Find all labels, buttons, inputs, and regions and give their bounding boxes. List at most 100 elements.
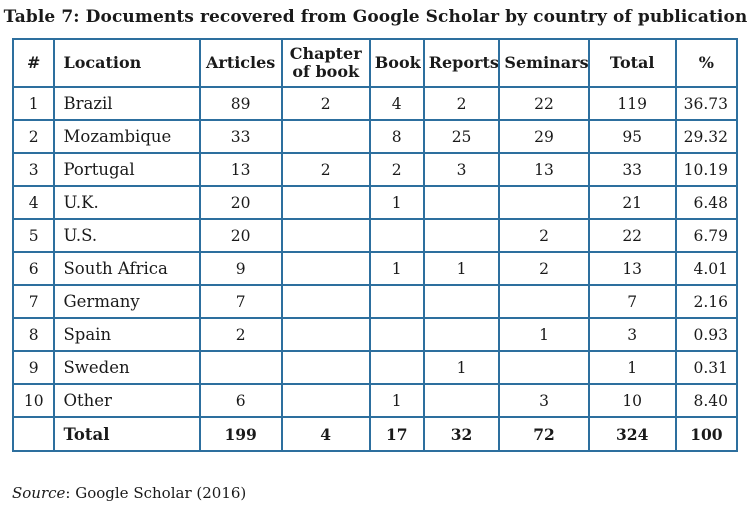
header-chapter-line2: of book — [292, 62, 360, 81]
header-percent: % — [674, 38, 739, 88]
cell-total: 7 — [587, 284, 677, 319]
header-total: Total — [587, 38, 677, 88]
cell-reports — [422, 317, 501, 352]
cell-seminars: 22 — [498, 86, 590, 121]
documents-table: # Location Articles Chapter of book Book… — [11, 38, 739, 452]
cell-book: 1 — [368, 185, 425, 220]
cell-chapter — [280, 317, 371, 352]
totals-chapter: 4 — [280, 416, 371, 452]
cell-num: 4 — [11, 185, 56, 220]
cell-chapter — [280, 218, 371, 253]
cell-articles: 20 — [198, 218, 283, 253]
cell-num: 5 — [11, 218, 56, 253]
table-row: 10 Other 6 1 3 10 8.40 — [11, 383, 739, 418]
header-seminars: Seminars — [498, 38, 590, 88]
cell-chapter — [280, 383, 371, 418]
cell-book — [368, 350, 425, 385]
cell-location: Other — [53, 383, 201, 418]
cell-percent: 8.40 — [674, 383, 739, 418]
cell-chapter — [280, 119, 371, 154]
cell-total: 22 — [587, 218, 677, 253]
cell-reports — [422, 284, 501, 319]
cell-reports: 3 — [422, 152, 501, 187]
cell-chapter — [280, 350, 371, 385]
cell-articles: 13 — [198, 152, 283, 187]
header-articles: Articles — [198, 38, 283, 88]
table-row: 2 Mozambique 33 8 25 29 95 29.32 — [11, 119, 739, 154]
cell-percent: 4.01 — [674, 251, 739, 286]
cell-chapter — [280, 251, 371, 286]
cell-reports: 2 — [422, 86, 501, 121]
cell-location: Sweden — [53, 350, 201, 385]
totals-reports: 32 — [422, 416, 501, 452]
cell-num: 3 — [11, 152, 56, 187]
cell-seminars: 3 — [498, 383, 590, 418]
cell-num: 7 — [11, 284, 56, 319]
cell-book: 1 — [368, 251, 425, 286]
cell-seminars: 13 — [498, 152, 590, 187]
cell-reports — [422, 185, 501, 220]
table-row: 8 Spain 2 1 3 0.93 — [11, 317, 739, 352]
cell-book: 8 — [368, 119, 425, 154]
cell-book: 4 — [368, 86, 425, 121]
cell-total: 95 — [587, 119, 677, 154]
cell-seminars — [498, 284, 590, 319]
header-book: Book — [368, 38, 425, 88]
cell-total: 1 — [587, 350, 677, 385]
totals-total: 324 — [587, 416, 677, 452]
cell-articles: 2 — [198, 317, 283, 352]
cell-location: Brazil — [53, 86, 201, 121]
cell-total: 13 — [587, 251, 677, 286]
table-row: 6 South Africa 9 1 1 2 13 4.01 — [11, 251, 739, 286]
cell-book — [368, 218, 425, 253]
cell-location: U.S. — [53, 218, 201, 253]
cell-percent: 6.79 — [674, 218, 739, 253]
table-row: 3 Portugal 13 2 2 3 13 33 10.19 — [11, 152, 739, 187]
header-chapter-line1: Chapter — [289, 44, 362, 63]
source-label: Source — [12, 484, 66, 502]
cell-total: 10 — [587, 383, 677, 418]
cell-num: 1 — [11, 86, 56, 121]
cell-seminars — [498, 185, 590, 220]
cell-num: 6 — [11, 251, 56, 286]
cell-book — [368, 284, 425, 319]
cell-location: Germany — [53, 284, 201, 319]
cell-num-empty — [11, 416, 56, 452]
cell-reports — [422, 218, 501, 253]
cell-seminars — [498, 350, 590, 385]
header-num: # — [11, 38, 56, 88]
cell-location: Spain — [53, 317, 201, 352]
cell-location: U.K. — [53, 185, 201, 220]
cell-chapter — [280, 284, 371, 319]
totals-articles: 199 — [198, 416, 283, 452]
source-text: : Google Scholar (2016) — [65, 484, 247, 502]
source-note: Source: Google Scholar (2016) — [12, 484, 246, 502]
cell-articles: 9 — [198, 251, 283, 286]
cell-articles: 20 — [198, 185, 283, 220]
cell-percent: 0.93 — [674, 317, 739, 352]
cell-total: 119 — [587, 86, 677, 121]
cell-total: 21 — [587, 185, 677, 220]
cell-location: Portugal — [53, 152, 201, 187]
cell-seminars: 29 — [498, 119, 590, 154]
cell-num: 2 — [11, 119, 56, 154]
table-row: 1 Brazil 89 2 4 2 22 119 36.73 — [11, 86, 739, 121]
cell-book: 2 — [368, 152, 425, 187]
totals-row: Total 199 4 17 32 72 324 100 — [11, 416, 739, 452]
cell-seminars: 2 — [498, 251, 590, 286]
cell-seminars: 1 — [498, 317, 590, 352]
cell-articles: 7 — [198, 284, 283, 319]
table-row: 9 Sweden 1 1 0.31 — [11, 350, 739, 385]
cell-location: South Africa — [53, 251, 201, 286]
cell-percent: 29.32 — [674, 119, 739, 154]
cell-book: 1 — [368, 383, 425, 418]
totals-percent: 100 — [674, 416, 739, 452]
cell-reports: 25 — [422, 119, 501, 154]
cell-percent: 0.31 — [674, 350, 739, 385]
cell-percent: 10.19 — [674, 152, 739, 187]
cell-num: 8 — [11, 317, 56, 352]
cell-reports — [422, 383, 501, 418]
cell-percent: 36.73 — [674, 86, 739, 121]
totals-seminars: 72 — [498, 416, 590, 452]
cell-book — [368, 317, 425, 352]
